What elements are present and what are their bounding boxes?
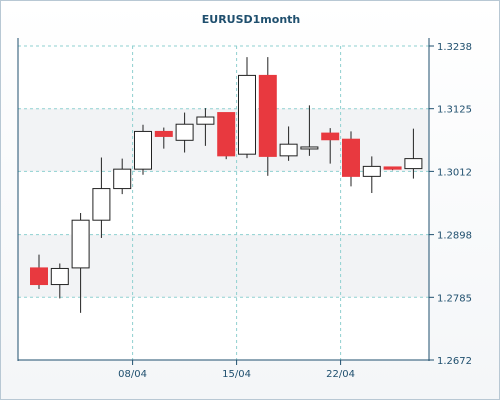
candle-body-bearish bbox=[383, 166, 402, 170]
y-tick-labels: 1.3238 1.3125 1.3012 1.2898 1.2785 1.2672 bbox=[429, 42, 472, 367]
candle-body-bullish bbox=[92, 188, 111, 221]
y-tick-label: 1.3012 bbox=[437, 167, 472, 178]
candle-body-bullish bbox=[113, 168, 132, 190]
y-tick-label: 1.2672 bbox=[437, 356, 472, 367]
candle-body-bearish bbox=[321, 132, 340, 141]
candle-body-bullish bbox=[196, 116, 215, 125]
x-tick-labels: 08/04 15/04 22/04 bbox=[118, 360, 355, 380]
x-tick-label: 15/04 bbox=[222, 369, 251, 380]
candle bbox=[404, 128, 423, 179]
y-tick-label: 1.2898 bbox=[437, 231, 472, 242]
candle bbox=[92, 157, 111, 238]
candle-body-bearish bbox=[342, 138, 360, 177]
candle bbox=[258, 57, 277, 176]
candle-body-bullish bbox=[50, 267, 69, 286]
candle-body-bullish bbox=[362, 165, 381, 177]
candle-body-bearish bbox=[217, 112, 236, 157]
x-tick-label: 08/04 bbox=[118, 369, 147, 380]
candle bbox=[196, 108, 215, 146]
candle-body-bullish bbox=[279, 143, 298, 157]
candle bbox=[71, 212, 90, 313]
candle bbox=[134, 124, 152, 175]
candle bbox=[300, 105, 319, 156]
candle-body-bullish bbox=[134, 130, 152, 170]
candle bbox=[50, 263, 69, 299]
candle bbox=[30, 254, 48, 289]
candle-body-bullish bbox=[404, 158, 423, 170]
candle bbox=[362, 156, 381, 194]
candle-body-bearish bbox=[30, 267, 48, 286]
candle bbox=[279, 126, 298, 161]
axes bbox=[17, 38, 430, 361]
candle bbox=[113, 158, 132, 195]
candle-body-bearish bbox=[154, 130, 173, 137]
candle bbox=[342, 131, 360, 187]
candle-body-bullish bbox=[300, 146, 319, 150]
candle bbox=[321, 128, 340, 164]
plot-background bbox=[18, 46, 429, 360]
candle bbox=[383, 166, 402, 171]
candle-body-bullish bbox=[71, 219, 90, 269]
x-tick-label: 22/04 bbox=[326, 369, 355, 380]
candle bbox=[217, 112, 236, 160]
candle bbox=[175, 112, 194, 153]
y-tick-label: 1.3125 bbox=[437, 105, 472, 116]
candle-body-bullish bbox=[175, 123, 194, 141]
candle-body-bullish bbox=[238, 74, 256, 155]
candle bbox=[154, 127, 173, 149]
y-tick-label: 1.3238 bbox=[437, 42, 472, 53]
chart-title: EURUSD1month bbox=[202, 13, 301, 26]
y-tick-label: 1.2785 bbox=[437, 293, 472, 304]
candle bbox=[238, 57, 256, 159]
candle-body-bearish bbox=[258, 74, 277, 157]
plot-area bbox=[18, 46, 429, 360]
candles bbox=[30, 57, 423, 313]
